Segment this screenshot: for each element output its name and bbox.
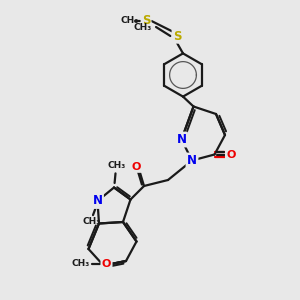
Text: N: N (92, 194, 103, 208)
Text: S: S (142, 14, 150, 27)
Text: O: O (132, 161, 141, 172)
Text: O: O (102, 259, 111, 269)
Text: N: N (176, 133, 187, 146)
Text: CH₃: CH₃ (134, 22, 152, 32)
Text: CH₃: CH₃ (71, 260, 89, 268)
Text: S: S (173, 29, 181, 43)
Text: CH₃: CH₃ (108, 161, 126, 170)
Text: O: O (226, 149, 236, 160)
Text: CH₃: CH₃ (82, 217, 100, 226)
Text: CH₃: CH₃ (121, 16, 139, 25)
Text: N: N (187, 154, 197, 167)
